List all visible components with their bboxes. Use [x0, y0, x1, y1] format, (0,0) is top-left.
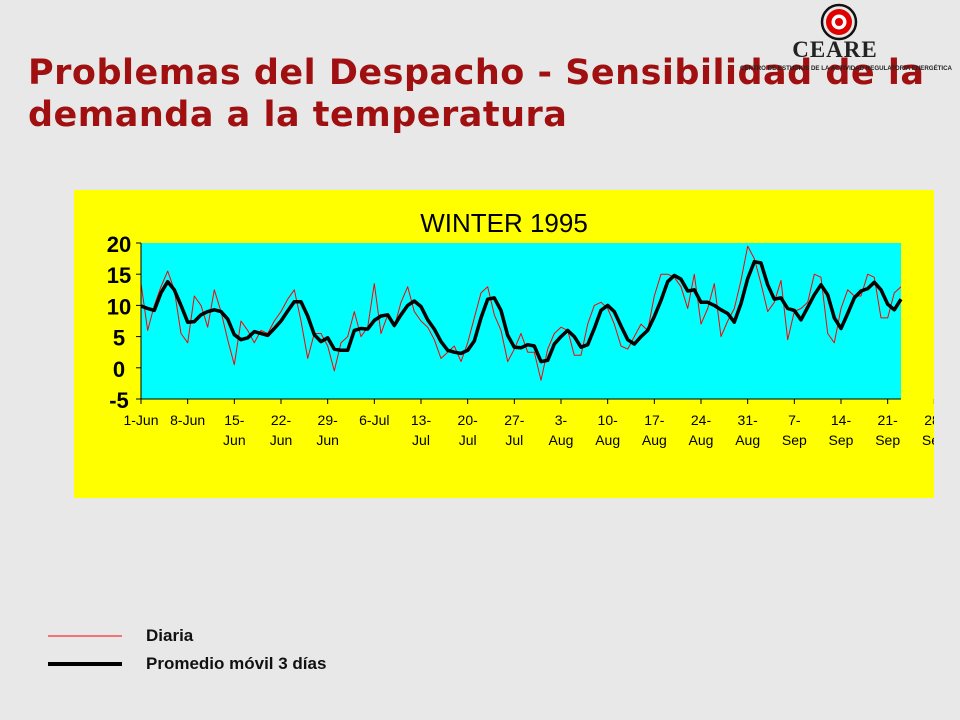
x-tick-label: Jul	[459, 432, 477, 448]
y-tick-label: 5	[113, 326, 125, 351]
x-tick-label: 13-	[411, 412, 432, 428]
x-tick-label: Jul	[505, 432, 523, 448]
x-tick-label: 7-	[788, 412, 801, 428]
chart-panel: WINTER 1995 20 15 10 5 0 -5 1-Jun 8-Jun 15- Jun 22…	[74, 190, 934, 498]
legend-label-diaria: Diaria	[146, 626, 194, 645]
x-tick-label: Aug	[689, 432, 714, 448]
x-tick-label: Aug	[642, 432, 667, 448]
x-tick-label: Aug	[595, 432, 620, 448]
x-tick-label: 6-Jul	[359, 412, 389, 428]
x-tick-label: 17-	[644, 412, 665, 428]
x-tick-label: 24-	[691, 412, 712, 428]
x-tick-label: Sep	[829, 432, 854, 448]
x-tick-label: 20-	[458, 412, 479, 428]
x-tick-label: Jul	[412, 432, 430, 448]
logo-emblem-icon	[820, 3, 858, 41]
x-tick-label: Sep	[782, 432, 807, 448]
ceare-logo: CEARE CENTRO DE ESTUDIOS DE LA ACTIVIDAD…	[740, 3, 953, 72]
plot-area	[141, 243, 901, 399]
temperature-chart: WINTER 1995 20 15 10 5 0 -51-Jun 8-Jun 15- Jun 22…	[107, 208, 934, 448]
logo-tagline: CENTRO DE ESTUDIOS DE LA ACTIVIDAD REGUL…	[740, 64, 953, 72]
x-tick-label: 21-	[878, 412, 899, 428]
y-tick-label: 20	[107, 232, 131, 257]
y-tick-label: 0	[113, 357, 125, 382]
x-tick-label: 31-	[738, 412, 759, 428]
x-tick-label: Aug	[735, 432, 760, 448]
x-tick-label: Sep	[875, 432, 900, 448]
x-tick-label: 22-	[271, 412, 292, 428]
x-tick-label: 1-Jun	[123, 412, 158, 428]
x-tick-label: 14-	[831, 412, 852, 428]
legend-swatch-promedio	[48, 662, 122, 666]
y-tick-label: -5	[109, 388, 129, 413]
x-tick-label: 8-Jun	[170, 412, 205, 428]
chart-title: WINTER 1995	[420, 208, 588, 238]
logo-wordmark: CEARE	[792, 37, 878, 62]
x-tick-label: Jun	[316, 432, 339, 448]
x-tick-label: Jun	[223, 432, 246, 448]
legend-item-promedio: Promedio móvil 3 días	[48, 650, 326, 678]
x-tick-label: 29-	[318, 412, 339, 428]
series-line-promedio-movil	[140, 259, 903, 364]
legend: Diaria Promedio móvil 3 días	[48, 622, 326, 678]
legend-item-diaria: Diaria	[48, 622, 326, 650]
y-tick-label: 10	[107, 294, 131, 319]
y-tick-label: 15	[107, 263, 131, 288]
legend-label-promedio: Promedio móvil 3 días	[146, 654, 327, 673]
legend-swatch-diaria	[48, 635, 122, 637]
x-tick-label: 28-	[924, 412, 934, 428]
x-tick-label: 27-	[504, 412, 525, 428]
x-tick-label: Aug	[549, 432, 574, 448]
x-tick-label: Sep	[922, 432, 934, 448]
x-tick-label: 10-	[598, 412, 619, 428]
x-tick-label: Jun	[270, 432, 293, 448]
x-tick-label: 15-	[224, 412, 245, 428]
x-tick-label: 3-	[555, 412, 568, 428]
slide-title: Problemas del Despacho - Sensibilidad de…	[28, 53, 925, 135]
